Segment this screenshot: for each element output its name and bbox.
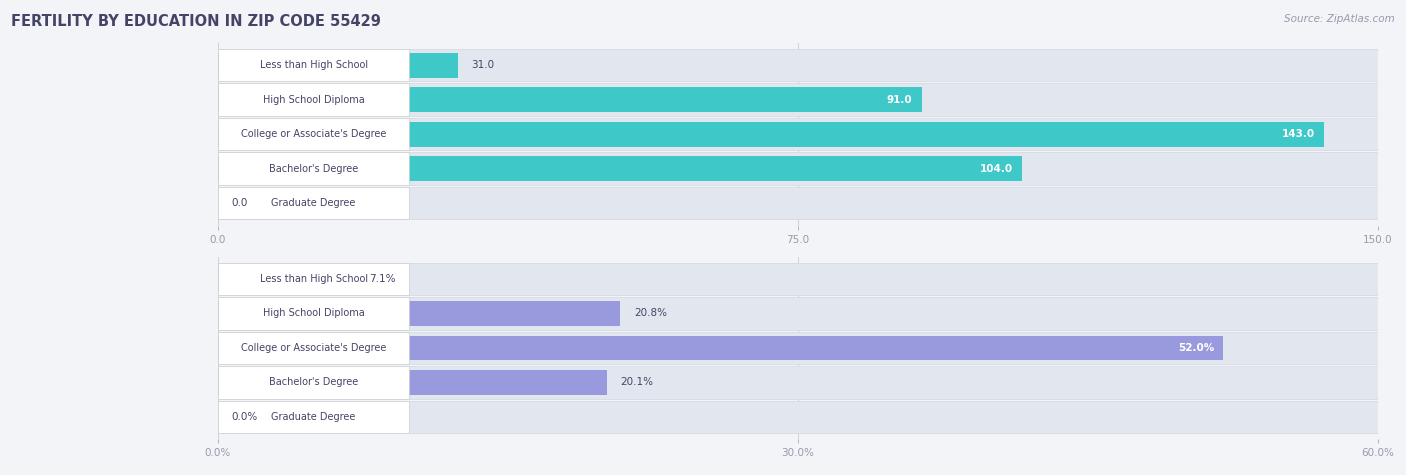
Text: Source: ZipAtlas.com: Source: ZipAtlas.com: [1284, 14, 1395, 24]
Bar: [218, 401, 409, 433]
Bar: [218, 332, 1378, 364]
Bar: [218, 84, 409, 116]
Bar: [218, 118, 409, 151]
Text: 104.0: 104.0: [980, 164, 1012, 174]
Bar: [218, 118, 1378, 151]
Bar: [218, 122, 1324, 147]
Text: High School Diploma: High School Diploma: [263, 308, 364, 318]
Bar: [218, 49, 409, 81]
Text: 143.0: 143.0: [1281, 129, 1315, 139]
Bar: [218, 335, 1223, 361]
Text: 52.0%: 52.0%: [1178, 343, 1213, 353]
Text: Less than High School: Less than High School: [260, 60, 368, 70]
Bar: [218, 152, 409, 185]
Bar: [218, 297, 1378, 330]
Text: 31.0: 31.0: [471, 60, 495, 70]
Text: 20.1%: 20.1%: [620, 378, 654, 388]
Bar: [218, 401, 1378, 433]
Bar: [218, 266, 356, 291]
Text: Graduate Degree: Graduate Degree: [271, 198, 356, 208]
Bar: [218, 152, 1378, 185]
Text: 0.0%: 0.0%: [232, 412, 259, 422]
Text: Bachelor's Degree: Bachelor's Degree: [269, 164, 359, 174]
Bar: [218, 84, 1378, 116]
Text: 91.0: 91.0: [887, 95, 912, 104]
Bar: [218, 332, 409, 364]
Text: Less than High School: Less than High School: [260, 274, 368, 284]
Text: High School Diploma: High School Diploma: [263, 95, 364, 104]
Bar: [218, 263, 409, 295]
Text: 7.1%: 7.1%: [370, 274, 395, 284]
Bar: [218, 263, 1378, 295]
Text: 0.0: 0.0: [232, 198, 249, 208]
Bar: [218, 370, 606, 395]
Text: College or Associate's Degree: College or Associate's Degree: [240, 129, 387, 139]
Bar: [218, 187, 409, 219]
Text: FERTILITY BY EDUCATION IN ZIP CODE 55429: FERTILITY BY EDUCATION IN ZIP CODE 55429: [11, 14, 381, 29]
Bar: [218, 53, 458, 77]
Bar: [218, 297, 409, 330]
Bar: [218, 301, 620, 326]
Text: 20.8%: 20.8%: [634, 308, 666, 318]
Bar: [218, 49, 1378, 81]
Bar: [218, 156, 1022, 181]
Text: Graduate Degree: Graduate Degree: [271, 412, 356, 422]
Bar: [218, 87, 922, 112]
Text: College or Associate's Degree: College or Associate's Degree: [240, 343, 387, 353]
Bar: [218, 187, 1378, 219]
Bar: [218, 366, 409, 399]
Text: Bachelor's Degree: Bachelor's Degree: [269, 378, 359, 388]
Bar: [218, 366, 1378, 399]
